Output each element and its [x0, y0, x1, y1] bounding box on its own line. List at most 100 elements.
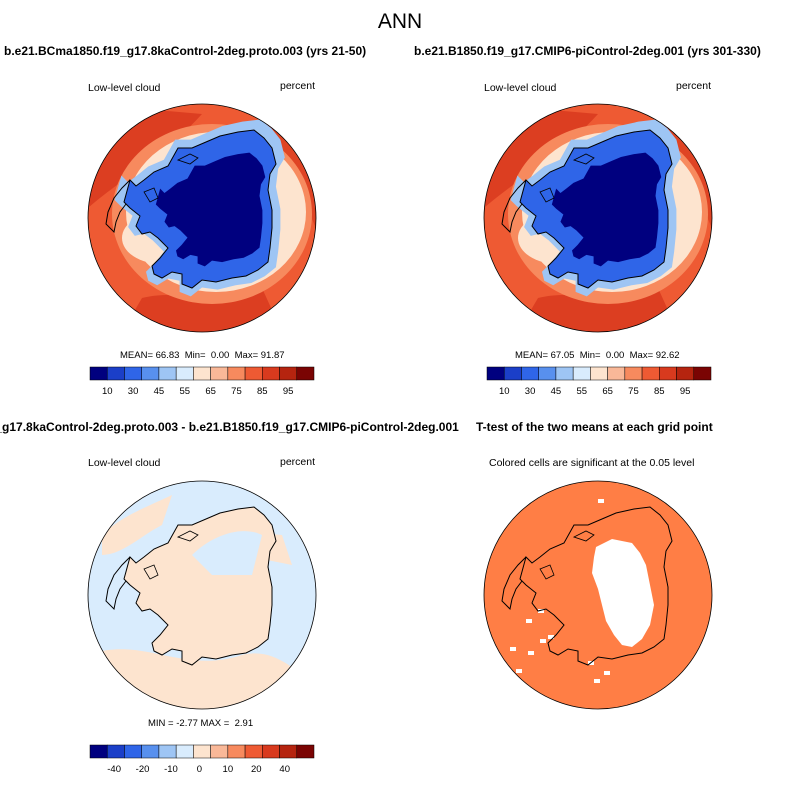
colorbar-swatch: [210, 366, 229, 381]
colorbar-swatch: [296, 366, 315, 381]
colorbar-swatch: [89, 366, 108, 381]
colorbar-swatch: [555, 366, 574, 381]
ice-shelf-outline: [539, 564, 555, 580]
mean-label: MEAN=: [120, 350, 153, 361]
colorbar-swatch: [624, 366, 643, 381]
max-label: Max=: [234, 350, 259, 361]
colorbar-swatch: [106, 366, 125, 381]
max-label: MAX =: [200, 718, 230, 729]
colorbar-tick-label: 30: [128, 386, 139, 397]
peninsula-coastline: [501, 179, 527, 234]
peninsula-coastline: [105, 556, 131, 611]
colorbar-tick-label: -20: [136, 764, 150, 775]
mean-value: 66.83: [155, 350, 180, 361]
colorbar-swatch: [244, 744, 263, 759]
panel-3-variable-label: Low-level cloud: [88, 457, 161, 469]
colorbar-swatch: [486, 366, 505, 381]
panel-1-variable-label: Low-level cloud: [88, 82, 161, 94]
insignificant-cell: [598, 499, 604, 503]
polar-map-4: [483, 480, 713, 710]
max-value: 2.91: [234, 718, 254, 729]
antarctica-coastline: [123, 506, 277, 666]
colorbar-swatch: [141, 744, 160, 759]
colorbar-swatch: [538, 366, 557, 381]
insignificant-cell: [510, 647, 516, 651]
max-label: Max=: [629, 350, 654, 361]
colorbar-tick-label: 95: [283, 386, 294, 397]
colorbar-swatch: [641, 366, 660, 381]
colorbar-swatch: [503, 366, 522, 381]
colorbar-tick-label: 85: [654, 386, 665, 397]
colorbar-swatch: [279, 366, 298, 381]
colorbar-swatch: [158, 366, 177, 381]
map-boundary: [87, 480, 317, 710]
panel-2-variable-label: Low-level cloud: [484, 82, 557, 94]
colorbar-swatch: [193, 744, 211, 759]
antarctica-coastline: [519, 506, 673, 666]
insignificant-cell: [594, 679, 600, 683]
ice-shelf-outline: [572, 530, 595, 542]
colorbar-tick-label: 85: [257, 386, 268, 397]
insignificant-cell: [540, 639, 546, 643]
colorbar-tick-label: 40: [279, 764, 290, 775]
panel-3-title: f19_g17.8kaControl-2deg.proto.003 - b.e2…: [0, 420, 459, 434]
insignificant-cell: [516, 669, 522, 673]
panel-2-units-label: percent: [676, 80, 712, 92]
colorbar-tick-label: 75: [231, 386, 242, 397]
panel-4-subtitle: Colored cells are significant at the 0.0…: [489, 457, 695, 469]
colorbar-swatch: [659, 366, 677, 381]
colorbar-swatch: [676, 366, 695, 381]
positive-anomaly: [102, 495, 172, 555]
colorbar-tick-label: 0: [197, 764, 202, 775]
insignificant-cell: [526, 619, 532, 623]
deep-blue-zone: [155, 152, 266, 267]
colorbar-tick-label: -40: [107, 764, 121, 775]
ice-shelf-outline: [176, 153, 199, 165]
colorbar-swatch: [175, 744, 194, 759]
colorbar-swatch: [124, 366, 142, 381]
insignificant-cell: [548, 635, 554, 639]
colorbar-tick-label: 75: [628, 386, 639, 397]
colorbar-absolute: 10 30 45 55 65 75 85 95: [89, 366, 315, 397]
significant-field: [484, 481, 712, 709]
max-value: 92.62: [655, 350, 680, 361]
ice-shelf-outline: [176, 530, 199, 542]
panel-1-stats: MEAN= 66.83 Min= 0.00 Max= 91.87: [120, 350, 285, 361]
panel-2-title: b.e21.B1850.f19_g17.CMIP6-piControl-2deg…: [414, 44, 761, 58]
antarctica-coastline: [519, 129, 673, 289]
antarctica-coastline: [123, 129, 277, 289]
colorbar-tick-label: 30: [525, 386, 536, 397]
map-boundary: [483, 103, 713, 333]
polar-map-1: [87, 103, 317, 333]
insignificant-cell: [538, 609, 544, 613]
panel-2-stats: MEAN= 67.05 Min= 0.00 Max= 92.62: [515, 350, 680, 361]
insignificant-region: [592, 539, 654, 647]
deep-blue-zone: [551, 152, 662, 267]
negative-anomaly: [192, 531, 262, 575]
colorbar-swatch: [89, 744, 108, 759]
max-value: 91.87: [260, 350, 285, 361]
ice-shelf-outline: [143, 187, 159, 203]
colorbar-swatch: [210, 744, 229, 759]
colorbar-tick-label: 65: [205, 386, 216, 397]
mean-label: MEAN=: [515, 350, 548, 361]
colorbar-swatch: [693, 366, 712, 381]
colorbar-swatch: [124, 744, 142, 759]
colorbar-tick-label: 10: [499, 386, 510, 397]
insignificant-cell: [604, 671, 610, 675]
ice-shelf-outline: [143, 564, 159, 580]
colorbar-swatch: [141, 366, 160, 381]
colorbar-swatch: [590, 366, 608, 381]
figure-title: ANN: [377, 10, 423, 33]
min-label: Min=: [184, 350, 206, 361]
colorbar-tick-label: 45: [551, 386, 562, 397]
polar-map-2: [483, 103, 713, 333]
panel-3-stats: MIN = -2.77 MAX = 2.91: [148, 718, 253, 729]
min-value: -2.77: [176, 718, 198, 729]
min-label: MIN =: [148, 718, 174, 729]
ice-shelf-outline: [539, 187, 555, 203]
colorbar-swatch: [193, 366, 211, 381]
colorbar-tick-label: 20: [251, 764, 262, 775]
colorbar-swatch: [262, 744, 280, 759]
